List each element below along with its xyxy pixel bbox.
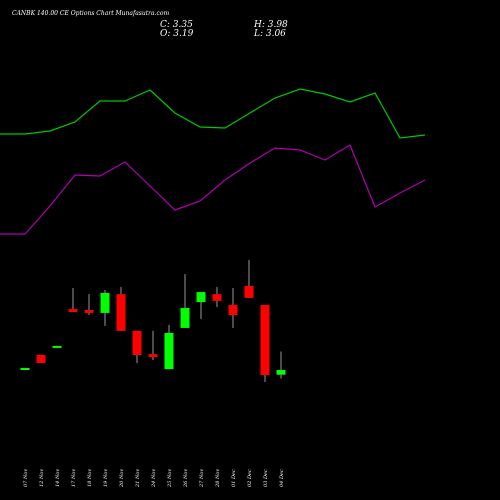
candle-body [180,307,190,328]
x-tick-label: 26 Nov [183,469,189,488]
x-tick-label: 12 Nov [39,469,45,487]
x-tick-label: 02 Dec [247,469,253,487]
x-tick-label: 18 Nov [87,469,93,487]
candle-body [68,309,78,313]
x-tick-label: 17 Nov [71,469,77,487]
candle-body [52,345,62,348]
x-tick-label: 24 Nov [151,469,157,488]
x-tick-label: 19 Nov [103,469,109,487]
candle-body [132,330,142,355]
indicator-line [0,88,426,139]
candle-body [196,292,206,303]
candle-body [228,305,238,315]
candle-body [84,310,94,313]
x-tick-label: 20 Nov [119,469,125,488]
x-tick-label: 04 Dec [279,469,285,487]
x-tick-label: 25 Nov [167,469,173,488]
candle-body [36,355,46,363]
candle-body [276,370,286,375]
candle-body [20,367,30,370]
open-label: O: 3.19 [160,29,194,39]
indicator-line [0,144,426,235]
chart-title: CANBK 140.00 CE Options Chart Munafasutr… [12,10,169,17]
candle-body [148,354,158,358]
candle-body [116,294,126,331]
x-tick-label: 01 Dec [231,469,237,487]
x-tick-label: 14 Nov [55,469,61,487]
x-tick-label: 27 Nov [199,469,205,488]
candle-body [164,332,174,370]
x-tick-label: 21 Nov [135,469,141,488]
high-label: H: 3.98 [253,20,288,30]
low-label: L: 3.06 [253,29,286,39]
x-tick-label: 28 Nov [215,469,221,488]
candle-body [100,292,110,313]
candle-body [212,294,222,301]
x-tick-label: 07 Nov [23,469,29,487]
candle-body [260,305,270,375]
candle-body [244,285,254,298]
close-label: C: 3.35 [160,20,193,30]
x-tick-label: 03 Dec [263,469,269,487]
